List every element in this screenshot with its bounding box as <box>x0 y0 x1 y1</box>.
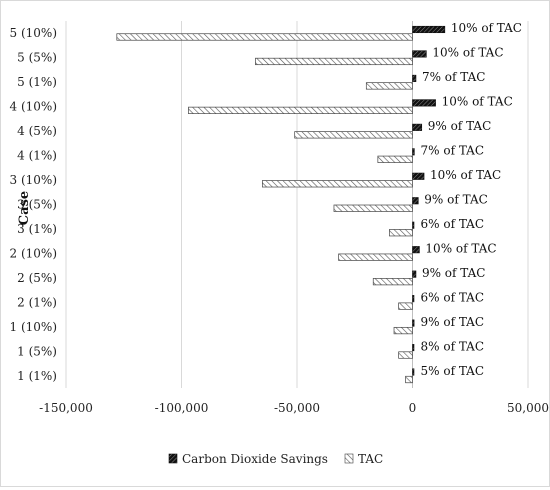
data-label: 6% of TAC <box>421 290 485 304</box>
data-label: 7% of TAC <box>421 144 485 158</box>
bar-co2-savings <box>412 197 419 205</box>
legend-label-co2: Carbon Dioxide Savings <box>182 452 328 466</box>
y-tick-label: 1 (5%) <box>17 344 57 358</box>
legend: Carbon Dioxide Savings TAC <box>168 452 383 466</box>
bar-tac <box>389 229 413 237</box>
data-label: 6% of TAC <box>421 217 485 231</box>
x-tick-label: -150,000 <box>39 401 93 415</box>
bar-tac <box>398 302 413 310</box>
x-tick-label: 0 <box>409 401 417 415</box>
bar-co2-savings <box>412 368 415 376</box>
bar-tac <box>294 131 413 139</box>
bar-co2-savings <box>412 270 417 278</box>
y-tick-label: 2 (10%) <box>10 246 57 260</box>
bars <box>116 25 446 384</box>
y-tick-label: 5 (1%) <box>17 75 57 89</box>
data-label: 8% of TAC <box>421 339 485 353</box>
bar-co2-savings <box>412 148 415 156</box>
y-tick-label: 5 (10%) <box>10 26 57 40</box>
bar-tac <box>372 278 413 286</box>
y-tick-label: 4 (5%) <box>17 124 57 138</box>
bar-co2-savings <box>412 221 415 229</box>
y-tick-label: 4 (1%) <box>17 149 57 163</box>
bar-tac <box>262 180 413 188</box>
bar-co2-savings <box>412 25 446 34</box>
y-tick-label: 1 (10%) <box>10 320 57 334</box>
data-label: 5% of TAC <box>421 364 485 378</box>
bar-co2-savings <box>412 123 423 131</box>
bar-tac <box>405 375 413 384</box>
bar-co2-savings <box>412 50 427 58</box>
bar-co2-savings <box>412 246 420 254</box>
bar-tac <box>398 351 413 359</box>
x-tick-labels: -150,000 -100,000 -50,000 0 50,000 <box>39 401 549 415</box>
bar-co2-savings <box>412 74 417 82</box>
data-label: 9% of TAC <box>424 193 488 207</box>
data-label: 10% of TAC <box>432 46 503 60</box>
y-tick-label: 3 (5%) <box>17 198 57 212</box>
legend-label-tac: TAC <box>358 452 383 466</box>
data-labels: 5% of TAC 8% of TAC 9% of TAC 6% of TAC 9% o… <box>421 21 523 378</box>
bar-tac <box>116 33 413 41</box>
legend-swatch-tac <box>344 453 354 464</box>
bar-tac <box>393 326 413 335</box>
y-tick-label: 4 (10%) <box>10 100 57 114</box>
y-tick-label: 2 (1%) <box>17 295 57 309</box>
y-tick-labels: 1 (1%) 1 (5%) 1 (10%) 2 (1%) 2 (5%) 2 (10%) 3 … <box>10 26 57 383</box>
y-tick-label: 2 (5%) <box>17 271 57 285</box>
data-label: 10% of TAC <box>451 21 522 35</box>
bar-co2-savings <box>412 319 415 327</box>
bar-co2-savings <box>412 172 425 180</box>
bar-tac <box>338 253 413 261</box>
legend-swatch-co2 <box>168 453 178 464</box>
data-label: 10% of TAC <box>425 241 496 255</box>
x-tick-label: 50,000 <box>507 401 549 415</box>
gridlines <box>65 21 529 388</box>
bar-tac <box>365 82 413 90</box>
y-tick-label: 1 (1%) <box>17 369 57 383</box>
bar-tac <box>377 155 413 163</box>
y-axis-title: Case <box>17 191 32 225</box>
data-label: 9% of TAC <box>421 315 485 329</box>
data-label: 9% of TAC <box>422 266 486 280</box>
data-label: 9% of TAC <box>428 119 492 133</box>
data-label: 10% of TAC <box>430 168 501 182</box>
bar-co2-savings <box>412 343 415 352</box>
bar-tac <box>188 106 413 114</box>
y-tick-label: 3 (10%) <box>10 173 57 187</box>
data-label: 10% of TAC <box>442 95 513 109</box>
bar-tac <box>255 57 413 66</box>
bar-tac <box>333 204 413 212</box>
data-label: 7% of TAC <box>422 70 486 84</box>
y-tick-label: 5 (5%) <box>17 51 57 65</box>
x-tick-label: -50,000 <box>274 401 320 415</box>
bar-co2-savings <box>412 295 415 303</box>
x-tick-label: -100,000 <box>155 401 209 415</box>
bar-co2-savings <box>412 99 436 107</box>
y-tick-label: 3 (1%) <box>17 222 57 236</box>
